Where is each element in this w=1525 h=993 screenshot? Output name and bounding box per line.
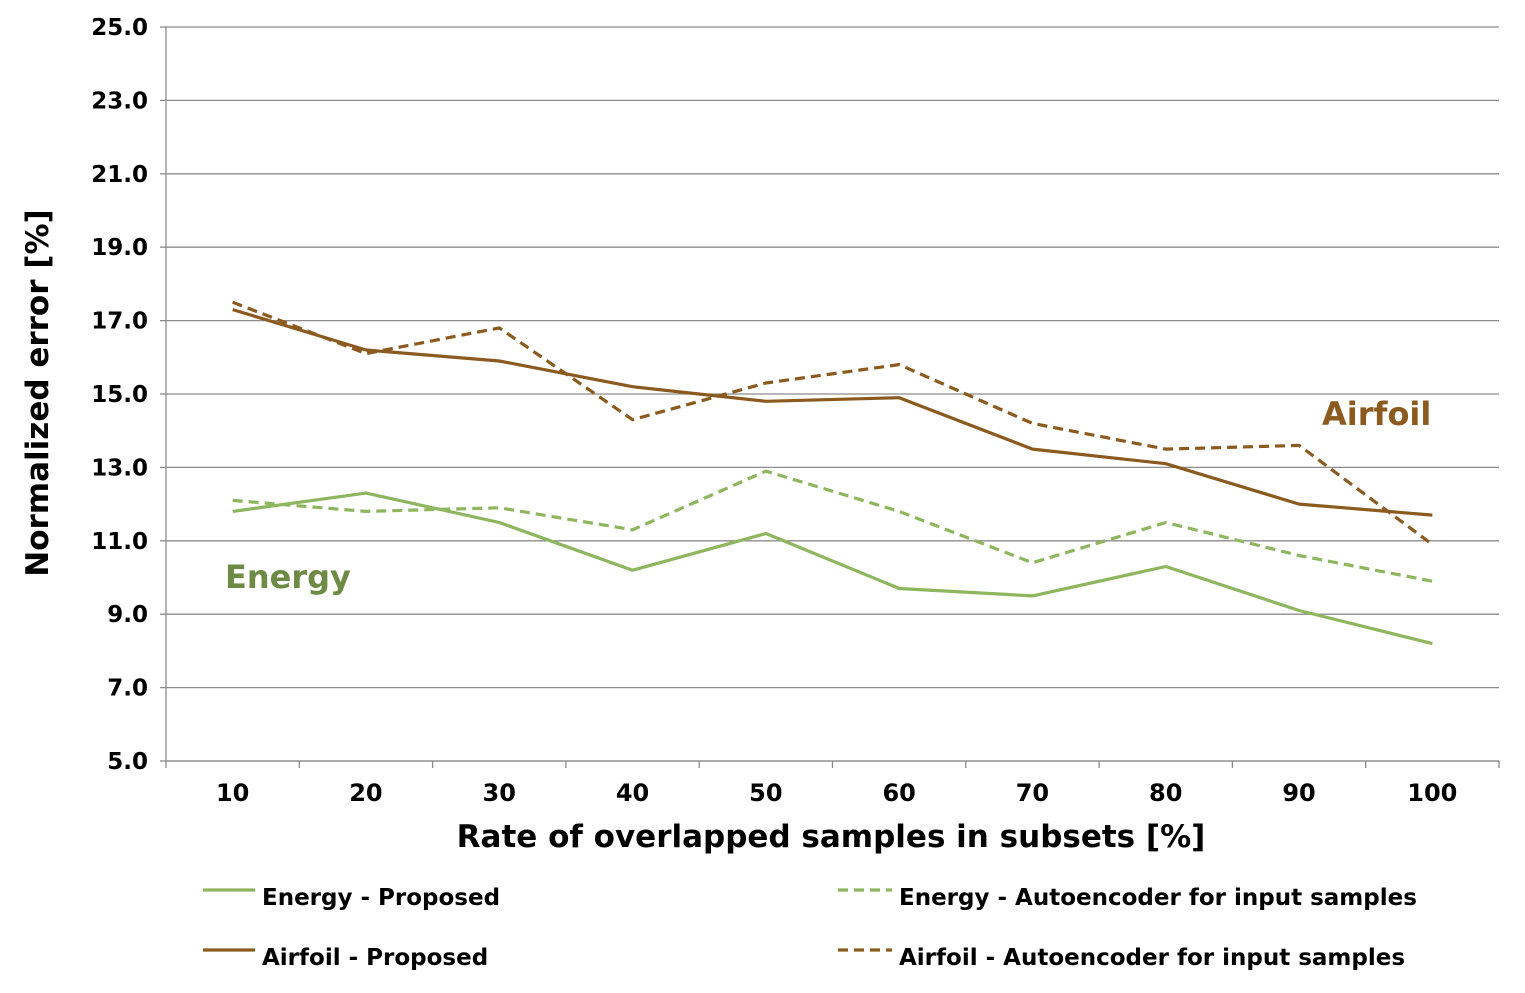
gridlines xyxy=(166,26,1499,762)
series-line-2 xyxy=(232,308,1433,517)
x-tick-label-3: 40 xyxy=(616,779,649,807)
y-tick-label-6: 17.0 xyxy=(91,309,148,335)
y-tick-label-8: 21.0 xyxy=(91,162,148,188)
x-tick-label-9: 100 xyxy=(1407,779,1457,807)
y-axis-title: Normalized error [%] xyxy=(20,209,56,576)
axes xyxy=(160,26,1500,768)
y-tick-label-9: 23.0 xyxy=(91,88,148,114)
x-tick-label-8: 90 xyxy=(1282,779,1315,807)
x-tick-label-1: 20 xyxy=(349,779,382,807)
legend-label-airfoil-autoencoder: Airfoil - Autoencoder for input samples xyxy=(899,945,1405,971)
y-tick-label-0: 5.0 xyxy=(107,749,148,775)
y-tick-label-5: 15.0 xyxy=(91,382,148,408)
y-tick-label-3: 11.0 xyxy=(91,529,148,555)
energy-annotation: Energy xyxy=(225,558,351,596)
y-tick-label-1: 7.0 xyxy=(107,676,148,702)
x-axis-title: Rate of overlapped samples in subsets [%… xyxy=(457,819,1206,855)
y-tick-labels: 5.0 7.0 9.0 11.0 13.0 15.0 17.0 19.0 21.0 23.0 25.… xyxy=(91,15,148,775)
y-tick-label-2: 9.0 xyxy=(107,602,148,628)
airfoil-annotation: Airfoil xyxy=(1322,395,1431,433)
x-tick-label-2: 30 xyxy=(483,779,516,807)
x-tick-label-4: 50 xyxy=(749,779,782,807)
x-tick-label-7: 80 xyxy=(1149,779,1182,807)
legend: Energy - Proposed Energy - Autoencoder f… xyxy=(203,885,1417,971)
y-tick-label-10: 25.0 xyxy=(91,15,148,41)
series-line-1 xyxy=(232,469,1433,583)
legend-label-energy-autoencoder: Energy - Autoencoder for input samples xyxy=(899,885,1417,911)
y-tick-label-7: 19.0 xyxy=(91,235,148,261)
series-lines xyxy=(232,300,1434,646)
x-tick-labels: 10 20 30 40 50 60 70 80 90 100 xyxy=(216,779,1457,807)
x-tick-label-5: 60 xyxy=(882,779,915,807)
x-tick-label-0: 10 xyxy=(216,779,249,807)
legend-label-airfoil-proposed: Airfoil - Proposed xyxy=(262,945,488,971)
x-tick-label-6: 70 xyxy=(1016,779,1049,807)
y-tick-label-4: 13.0 xyxy=(91,455,148,481)
series-line-0 xyxy=(232,491,1433,646)
legend-label-energy-proposed: Energy - Proposed xyxy=(262,885,500,911)
series-line-3 xyxy=(232,300,1434,546)
